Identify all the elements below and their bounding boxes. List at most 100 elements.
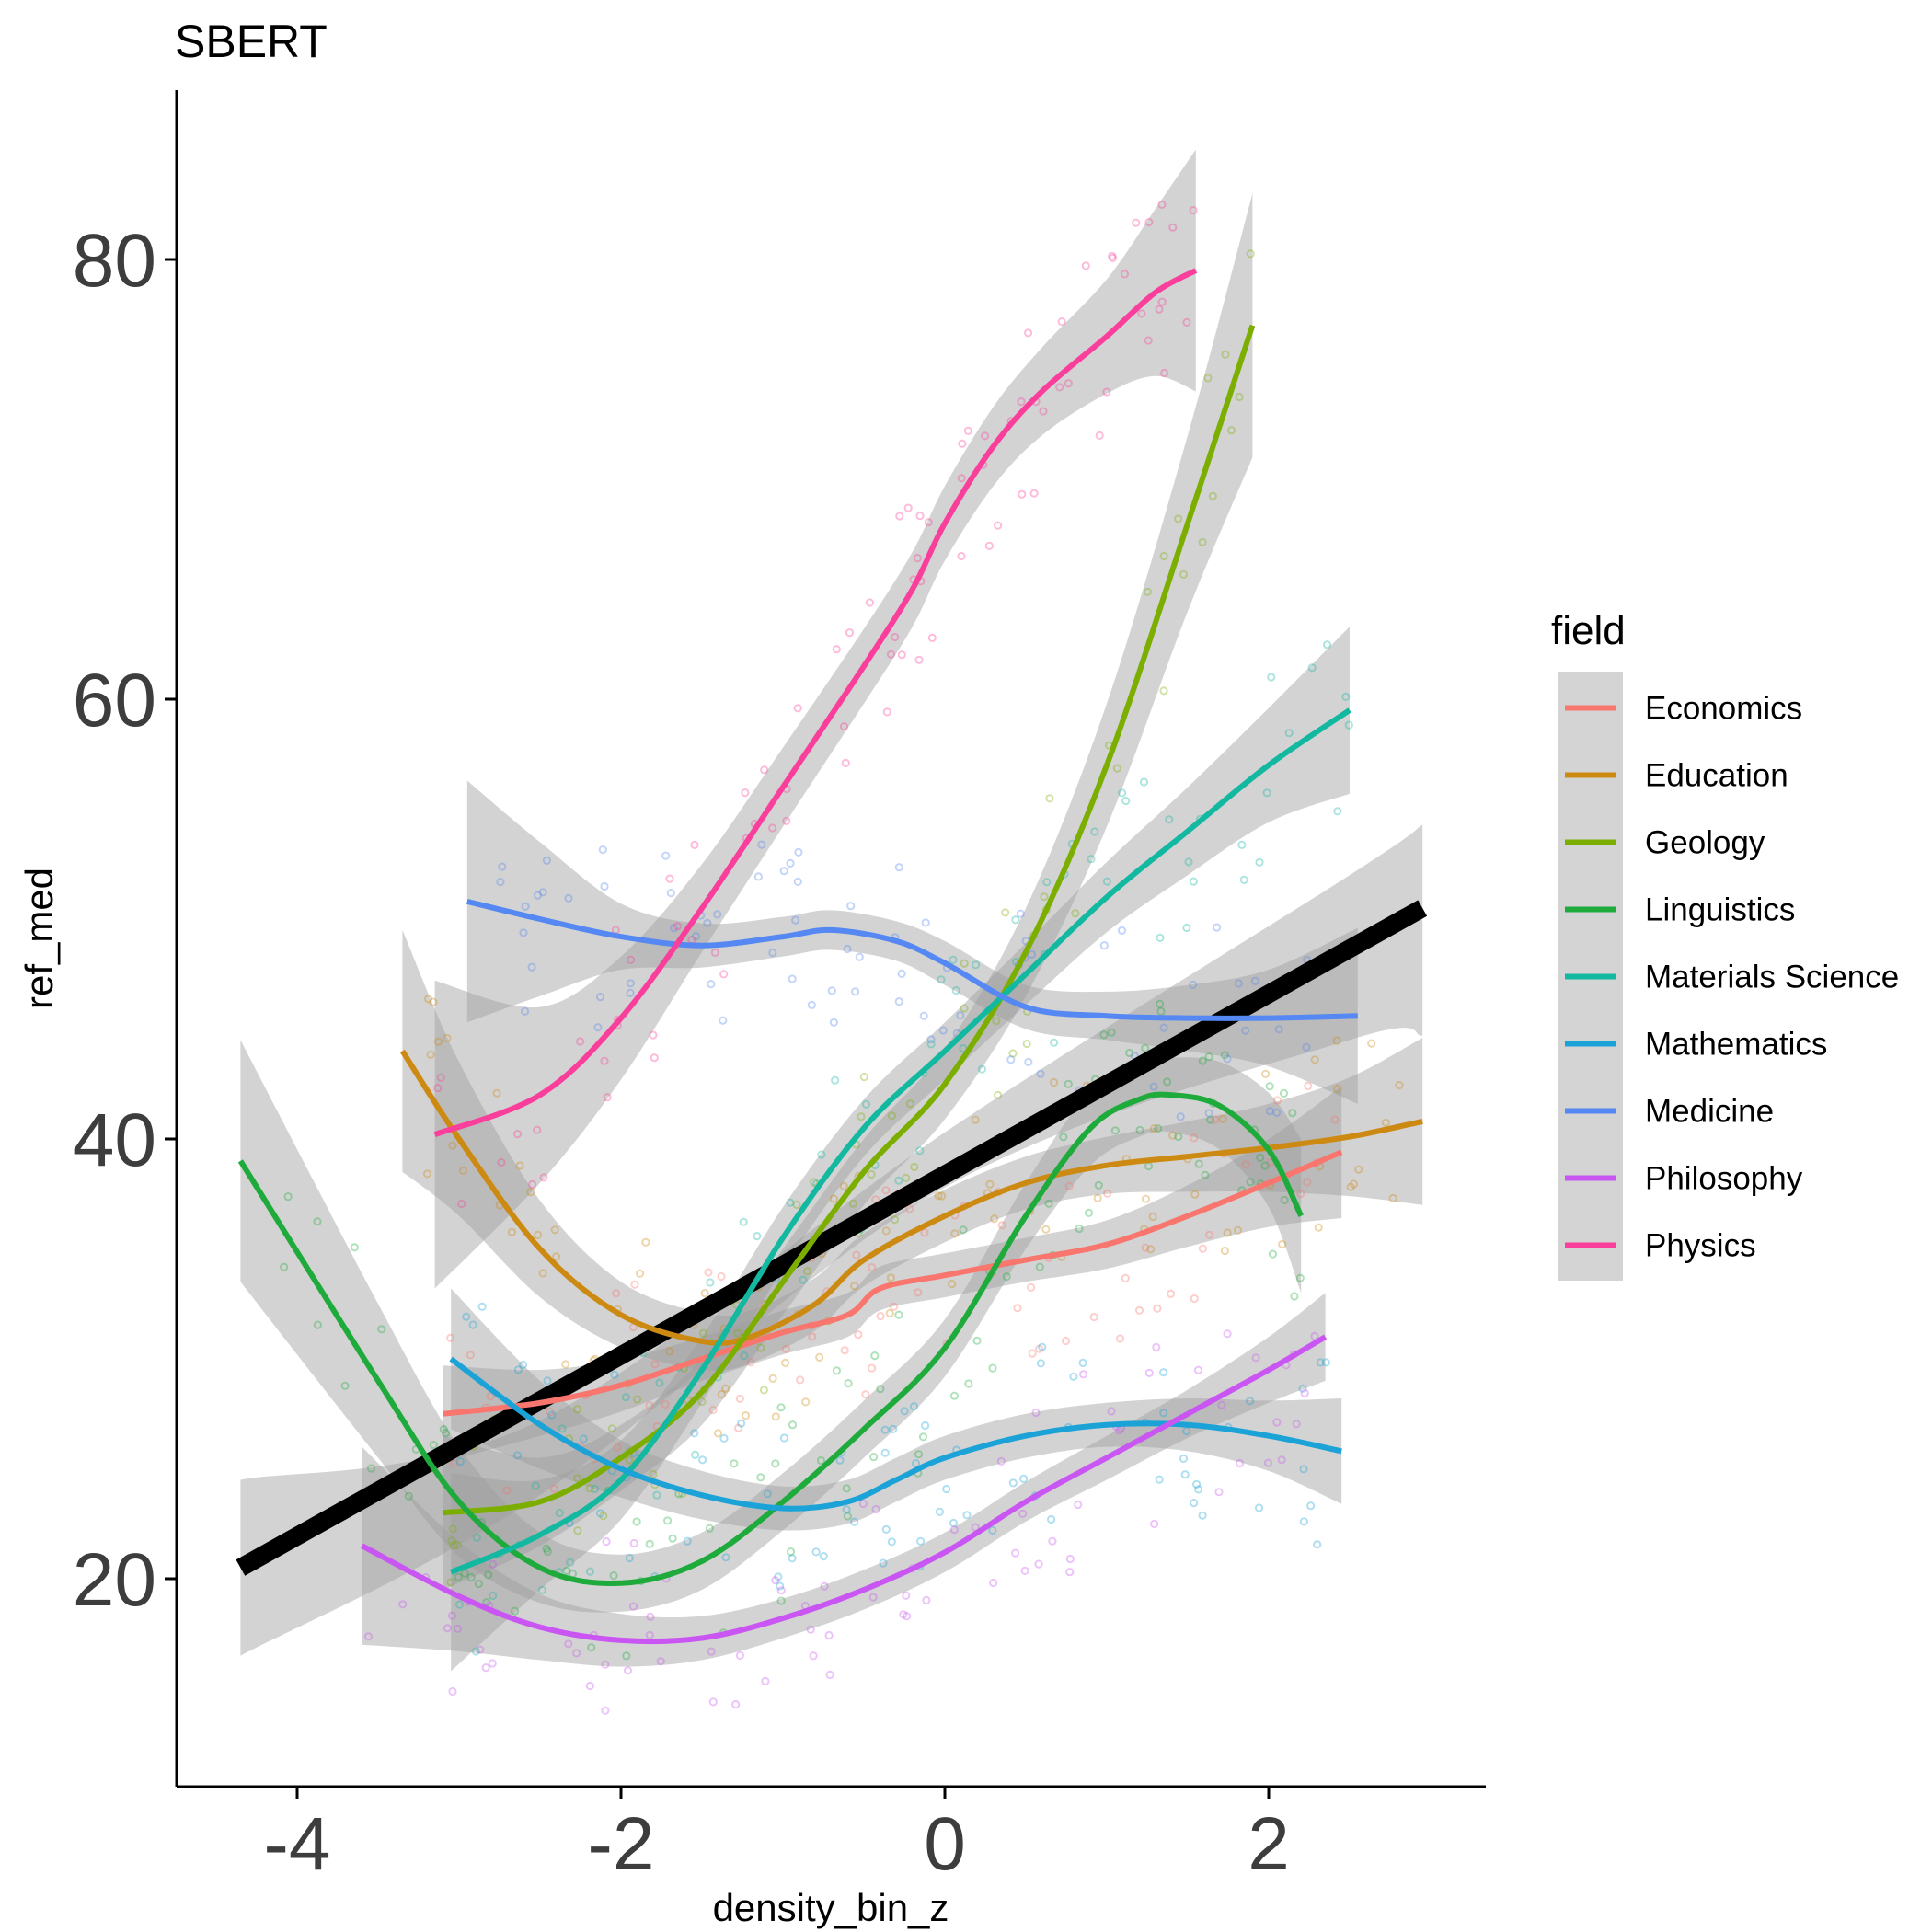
point-mathematics	[1038, 1342, 1047, 1351]
point-physics	[1182, 317, 1191, 327]
point-economics	[881, 1186, 891, 1195]
point-medicine	[1027, 949, 1037, 960]
point-medicine	[661, 851, 671, 860]
point-philosophy	[731, 1699, 741, 1709]
point-education	[1333, 1084, 1342, 1094]
point-education	[1146, 1245, 1156, 1254]
point-mathematics	[579, 1434, 588, 1443]
point-medicine	[829, 1018, 839, 1027]
point-philosophy	[453, 1624, 463, 1633]
point-materials-science	[937, 975, 946, 984]
point-philosophy	[1263, 1458, 1273, 1467]
point-geology	[1045, 794, 1054, 803]
point-philosophy	[1310, 1331, 1319, 1341]
legend-label-materials-science: Materials Science	[1645, 960, 1899, 995]
point-mathematics	[1299, 1465, 1308, 1474]
point-physics	[958, 439, 967, 448]
point-philosophy	[1074, 1500, 1083, 1510]
point-medicine	[691, 932, 701, 941]
point-materials-science	[786, 1198, 795, 1207]
point-philosophy	[398, 1600, 408, 1609]
point-philosophy	[1078, 1370, 1088, 1379]
point-materials-science	[1050, 1038, 1059, 1047]
point-philosophy	[771, 1576, 780, 1585]
point-linguistics	[1204, 1052, 1213, 1062]
point-materials-science	[1307, 663, 1317, 673]
point-physics	[1017, 397, 1026, 407]
point-materials-science	[655, 1378, 664, 1387]
point-economics	[1153, 1304, 1162, 1313]
point-linguistics	[843, 1512, 853, 1521]
point-geology	[910, 1162, 919, 1172]
point-education	[1314, 1223, 1323, 1232]
point-mathematics	[842, 1505, 851, 1514]
point-geology	[1001, 908, 1010, 917]
point-economics	[840, 1346, 849, 1355]
point-linguistics	[894, 1310, 903, 1319]
point-medicine	[894, 997, 903, 1006]
point-geology	[994, 1090, 1003, 1099]
point-medicine	[1117, 926, 1127, 936]
point-linguistics	[441, 1428, 451, 1438]
point-mathematics	[1069, 1372, 1078, 1381]
point-linguistics	[949, 1391, 960, 1400]
point-linguistics	[1194, 1159, 1203, 1168]
point-linguistics	[439, 1425, 448, 1434]
x-tick-label: -2	[588, 1802, 655, 1886]
point-economics	[997, 1221, 1006, 1230]
point-economics	[450, 1458, 459, 1468]
point-economics	[1141, 1243, 1150, 1252]
point-physics	[600, 1056, 609, 1065]
line-mathematics	[449, 1356, 1342, 1512]
point-medicine	[1213, 923, 1222, 932]
point-materials-science	[691, 1450, 700, 1460]
point-education	[433, 1037, 443, 1046]
point-linguistics	[460, 1569, 469, 1578]
point-education	[971, 1115, 980, 1124]
point-geology	[756, 1343, 765, 1352]
point-philosophy	[1034, 1559, 1043, 1569]
point-mathematics	[1008, 1478, 1018, 1488]
point-education	[829, 1194, 839, 1203]
point-education	[459, 1166, 468, 1176]
point-medicine	[843, 944, 852, 954]
point-mathematics	[776, 1581, 785, 1591]
point-philosophy	[1235, 1458, 1245, 1468]
point-philosophy	[899, 1610, 908, 1619]
point-linguistics	[771, 1459, 780, 1468]
legend-label-medicine: Medicine	[1645, 1094, 1774, 1130]
tick-marks: -4 -2 0 2 20 40 60 80	[73, 219, 1290, 1886]
point-physics	[865, 598, 875, 607]
point-medicine	[956, 1011, 965, 1020]
band-education	[402, 929, 1423, 1372]
point-mathematics	[683, 1536, 692, 1546]
point-linguistics	[510, 1606, 520, 1616]
point-economics	[796, 1375, 805, 1385]
point-materials-science	[894, 1176, 903, 1185]
point-geology	[633, 1395, 642, 1404]
point-mathematics	[763, 1489, 772, 1499]
point-philosophy	[481, 1663, 490, 1673]
point-linguistics	[1290, 1292, 1299, 1301]
point-education	[1388, 1193, 1397, 1203]
point-materials-science	[799, 1275, 808, 1284]
point-medicine	[1099, 941, 1109, 950]
point-mathematics	[1047, 1514, 1056, 1524]
point-education	[881, 1226, 891, 1236]
point-geology	[859, 1073, 868, 1082]
point-medicine	[1250, 976, 1260, 986]
point-linguistics	[1064, 1079, 1073, 1088]
point-materials-science	[972, 960, 981, 970]
point-mathematics	[1179, 1454, 1189, 1464]
point-medicine	[938, 1026, 948, 1035]
point-mathematics	[881, 1524, 891, 1535]
point-education	[1310, 1055, 1319, 1064]
point-philosophy	[824, 1630, 834, 1640]
point-materials-science	[1090, 827, 1099, 836]
point-education	[1220, 1246, 1230, 1256]
point-education	[443, 1033, 452, 1043]
point-mathematics	[887, 1537, 896, 1547]
point-philosophy	[1048, 1536, 1057, 1546]
point-linguistics	[972, 1336, 982, 1345]
point-education	[1218, 1114, 1227, 1123]
